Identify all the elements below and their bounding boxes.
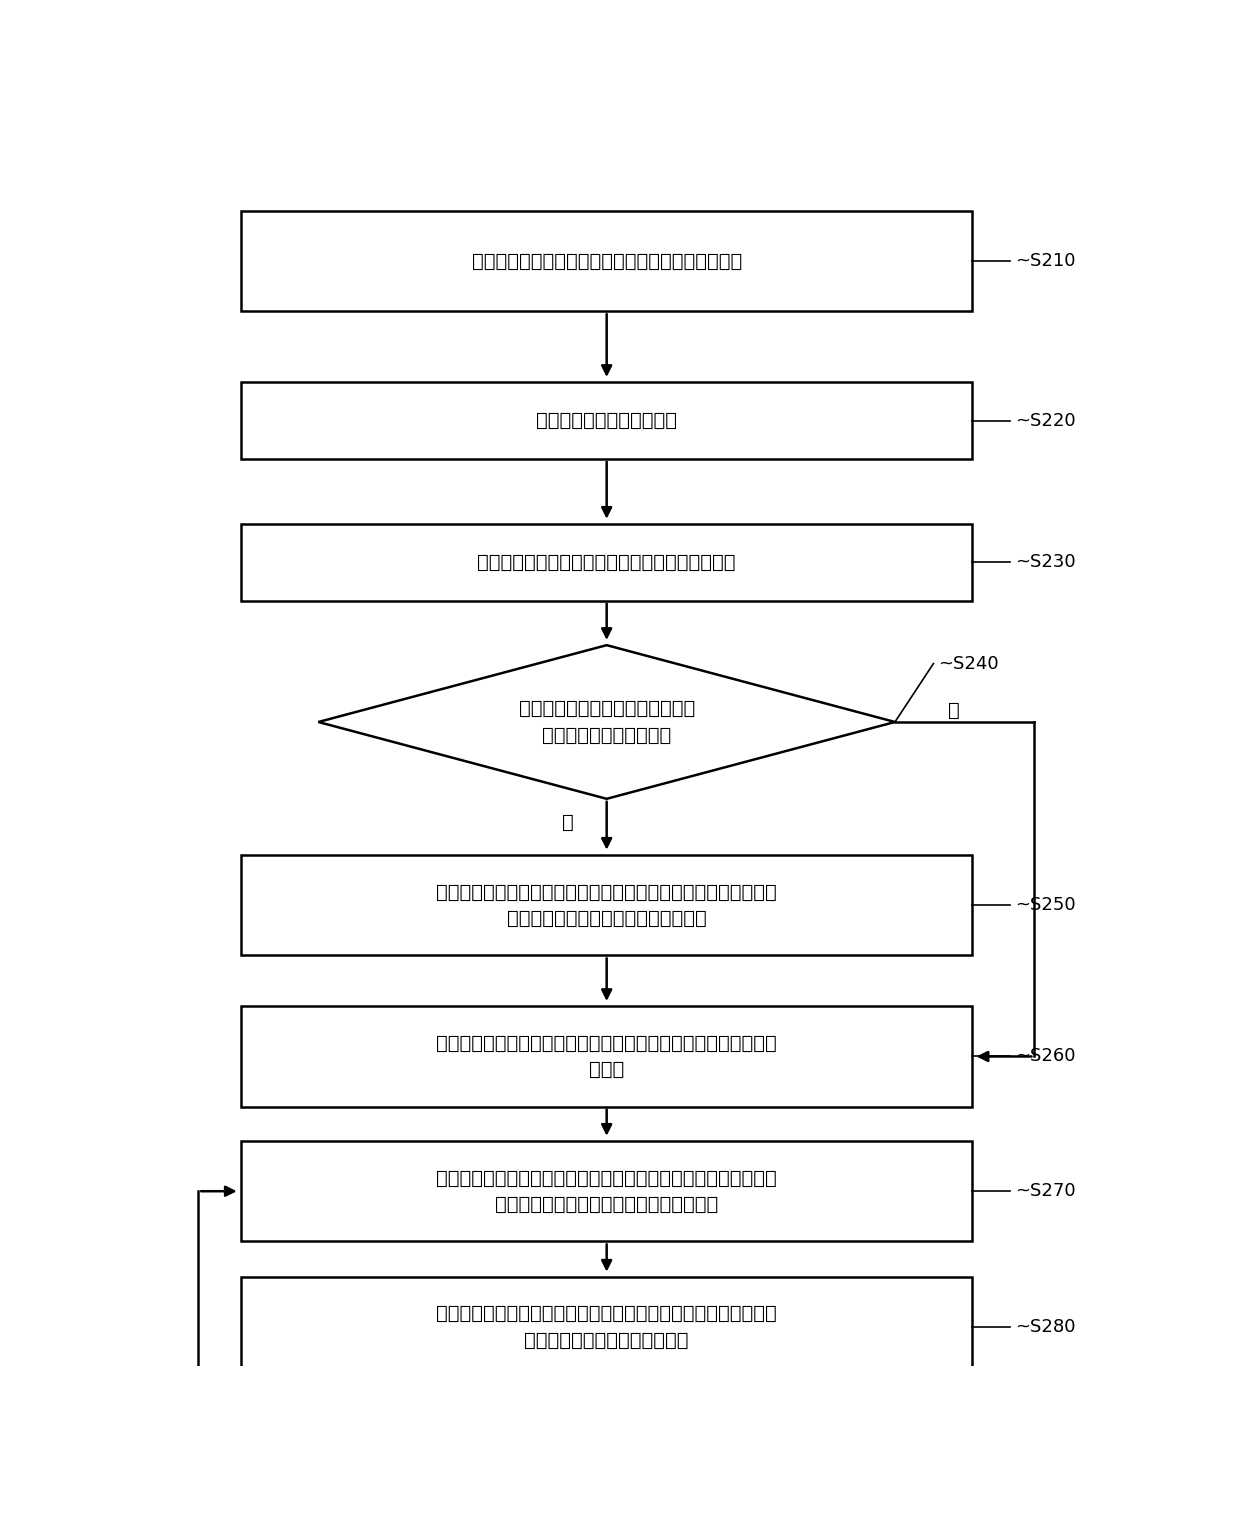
Bar: [242, 382, 972, 459]
Text: ~S250: ~S250: [1016, 896, 1076, 915]
Text: 根据同步任务携带的任务描述信息，生成任务键值: 根据同步任务携带的任务描述信息，生成任务键值: [477, 553, 735, 573]
Bar: [242, 523, 972, 600]
Text: 更新任务信息表中所述任务键值对应的同步任务在任务队列中的队
列位置: 更新任务信息表中所述任务键值对应的同步任务在任务队列中的队 列位置: [436, 1033, 777, 1079]
Polygon shape: [319, 645, 895, 798]
Text: ~S280: ~S280: [1016, 1319, 1075, 1335]
Text: 将同步任务置入任务队列中: 将同步任务置入任务队列中: [536, 411, 677, 430]
Text: ~S210: ~S210: [1016, 252, 1075, 270]
Text: ~S260: ~S260: [1016, 1047, 1075, 1065]
Text: 判断同步任务的执行时间是否已到达预设时间片规定的时间，若是
，将同步任务重置入任务队列中: 判断同步任务的执行时间是否已到达预设时间片规定的时间，若是 ，将同步任务重置入任…: [436, 1305, 777, 1349]
Text: ~S270: ~S270: [1016, 1182, 1076, 1200]
Text: 线程池中的空闲线程根据指针指向的队列位置获取同步任务，根据
同步任务携带的任务描述信息执行同步任务: 线程池中的空闲线程根据指针指向的队列位置获取同步任务，根据 同步任务携带的任务描…: [436, 1168, 777, 1214]
Text: 是: 是: [947, 700, 960, 720]
Text: ~S240: ~S240: [939, 654, 999, 672]
Bar: [242, 1141, 972, 1242]
Text: 否: 否: [563, 814, 574, 832]
Bar: [242, 1007, 972, 1107]
Text: 将包含任务键值以及与任务键值对应的同步任务在任务队列中的队
列位置的任务信息存储在任务信息表中: 将包含任务键值以及与任务键值对应的同步任务在任务队列中的队 列位置的任务信息存储…: [436, 883, 777, 929]
Bar: [242, 210, 972, 312]
Text: ~S220: ~S220: [1016, 411, 1076, 430]
Text: 查询任务信息表中是否已存储包含
所述任务键值的任务信息: 查询任务信息表中是否已存储包含 所述任务键值的任务信息: [518, 700, 694, 744]
Text: 根据至少一个从节点发送的同步请求，生成同步任务: 根据至少一个从节点发送的同步请求，生成同步任务: [471, 252, 742, 270]
Text: ~S230: ~S230: [1016, 554, 1076, 571]
Bar: [242, 1277, 972, 1377]
Bar: [242, 855, 972, 955]
